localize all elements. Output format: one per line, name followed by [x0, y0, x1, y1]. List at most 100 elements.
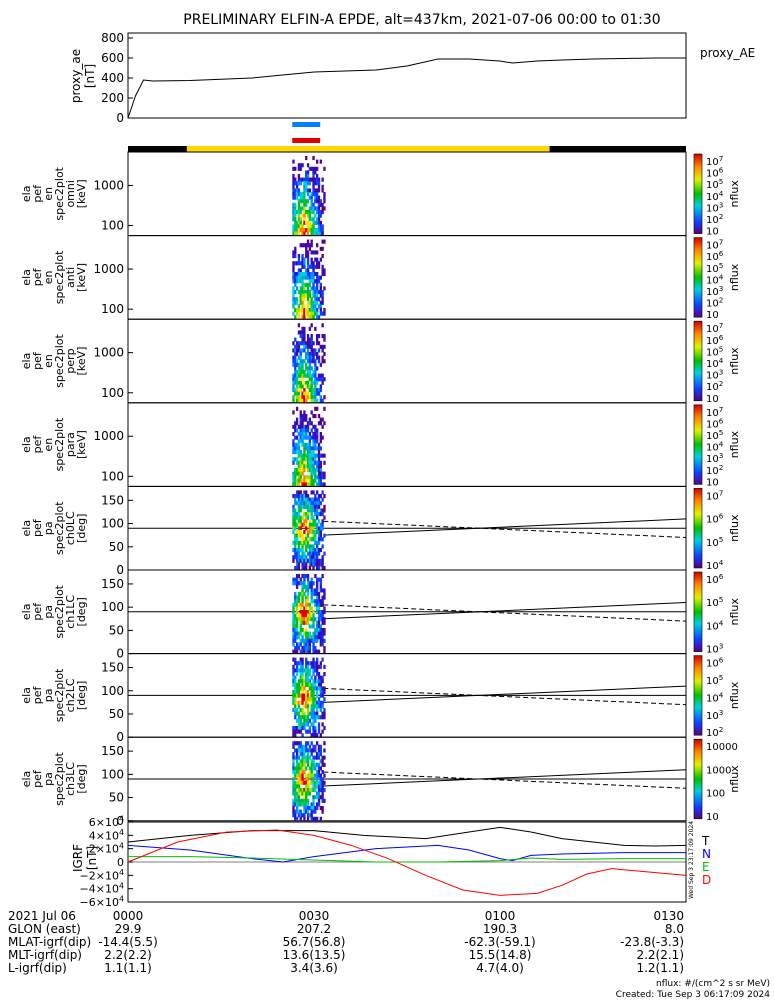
- spectrogram-cell: [299, 370, 302, 375]
- colorbar-tick-label: 107: [706, 154, 723, 168]
- spectrogram-cell: [306, 664, 310, 669]
- spectrogram-cell: [316, 649, 319, 654]
- y-tick-label: 150: [101, 661, 124, 675]
- spectrogram-cell: [319, 417, 322, 422]
- spectrogram-cell: [303, 482, 306, 487]
- spectrogram-cell: [317, 388, 321, 393]
- spectrogram-cell: [295, 220, 299, 225]
- spectrogram-cell: [308, 693, 312, 698]
- spectrogram-cell: [295, 395, 299, 400]
- spectrogram-cell: [301, 272, 304, 277]
- spectrogram-cell: [323, 515, 326, 520]
- spectrogram-cell: [319, 530, 322, 535]
- spectrogram-cell: [312, 482, 315, 487]
- spectrogram-cell: [312, 217, 315, 222]
- igrf-tick-label: −2×104: [80, 868, 124, 882]
- spectrogram-cell: [312, 661, 315, 666]
- colorbar-tick-label: 105: [706, 344, 723, 358]
- spectrogram-cell: [297, 468, 301, 473]
- spectrogram-cell: [319, 548, 322, 553]
- spectrogram-cell: [314, 715, 317, 720]
- spectrogram-cell: [317, 592, 321, 597]
- panel-label-line: ela: [20, 353, 33, 370]
- spectrogram-cell: [319, 384, 322, 389]
- spectrogram-cell: [319, 773, 322, 778]
- spectrogram-cell: [312, 188, 315, 193]
- spectrogram-cell: [310, 300, 313, 305]
- panel-label-line: [keV]: [75, 347, 88, 376]
- spectrogram-cell: [312, 272, 315, 277]
- spectrogram-cell: [319, 362, 322, 367]
- spectrogram-cell: [303, 410, 306, 415]
- spectrogram-cell: [295, 533, 299, 538]
- spectrogram-cell: [308, 373, 312, 378]
- spectrogram-cell: [312, 471, 315, 476]
- spectrogram-cell: [323, 649, 326, 654]
- spectrogram-cell: [305, 519, 308, 524]
- spectrogram-cell: [317, 334, 321, 339]
- spectrogram-cell: [306, 551, 310, 556]
- spectrogram-cell: [314, 406, 317, 411]
- spectrogram-cell: [314, 388, 317, 393]
- spectrogram-cell: [297, 228, 301, 233]
- spectrogram-cell: [305, 649, 308, 654]
- colorbar-tick-label: 102: [706, 379, 723, 393]
- spectrogram-cell: [317, 610, 321, 615]
- spectrogram-cell: [321, 359, 324, 364]
- spectrogram-cell: [305, 275, 308, 280]
- spectrogram-cell: [295, 300, 299, 305]
- spectrogram-cell: [295, 606, 299, 611]
- spectrogram-cell: [317, 631, 321, 636]
- science-zone-bars: [128, 122, 686, 152]
- spectrogram-cell: [295, 555, 299, 560]
- spectrogram-cell: [321, 620, 324, 625]
- spectrogram-cell: [316, 816, 319, 821]
- spectrogram-cell: [294, 177, 297, 182]
- spectrogram-cell: [299, 362, 302, 367]
- spectrogram-cell: [299, 813, 302, 818]
- spectrogram-cell: [297, 700, 301, 705]
- spectrogram-cell: [297, 686, 301, 691]
- spectrogram-cell: [319, 290, 322, 295]
- spectrogram-cell: [294, 210, 297, 215]
- spectrogram-cell: [317, 290, 321, 295]
- spectrogram-cell: [295, 231, 299, 236]
- spectrogram-cell: [297, 177, 301, 182]
- spectrogram-cell: [294, 228, 297, 233]
- spectrogram-cell: [316, 610, 319, 615]
- ephemeris-value: 0030: [299, 909, 330, 923]
- colorbar-tick-label: 107: [706, 321, 723, 335]
- spectrogram-cell: [312, 300, 315, 305]
- spectrogram-cell: [297, 439, 301, 444]
- spectrogram-cell: [316, 780, 319, 785]
- spectrogram-cell: [297, 784, 301, 789]
- spectrogram-cell: [321, 239, 324, 244]
- spectrogram-cell: [301, 788, 304, 793]
- spectrogram-cell: [310, 515, 313, 520]
- spectrogram-cell: [312, 206, 315, 211]
- spectrogram-cell: [317, 675, 321, 680]
- spectrogram-cell: [316, 177, 319, 182]
- spectrogram-cell: [297, 798, 301, 803]
- spectrogram-cell: [321, 497, 324, 502]
- spectrogram-cell: [294, 770, 297, 775]
- spectrogram-cell: [299, 297, 302, 302]
- spectrogram-cell: [294, 620, 297, 625]
- spectrogram-cell: [299, 428, 302, 433]
- ephemeris-value: 1.2(1.1): [636, 961, 684, 975]
- spectrogram-cell: [295, 628, 299, 633]
- spectrogram-cell: [310, 457, 313, 462]
- spectrogram-cell: [314, 264, 317, 269]
- spectrogram-cell: [295, 348, 299, 353]
- spectrogram-cell: [292, 177, 295, 182]
- spectrogram-cell: [310, 638, 313, 643]
- spectrogram-panel: 150100500elapefpaspec2plotch0LC[deg]1071…: [20, 485, 741, 577]
- spectrogram-cell: [323, 690, 326, 695]
- spectrogram-cell: [319, 286, 322, 291]
- spectrogram-cell: [301, 762, 304, 767]
- spectrogram-cell: [299, 664, 302, 669]
- spectrogram-cell: [310, 177, 313, 182]
- spectrogram-cell: [294, 279, 297, 284]
- spectrogram-cell: [310, 661, 313, 666]
- spectrogram-cell: [306, 380, 310, 385]
